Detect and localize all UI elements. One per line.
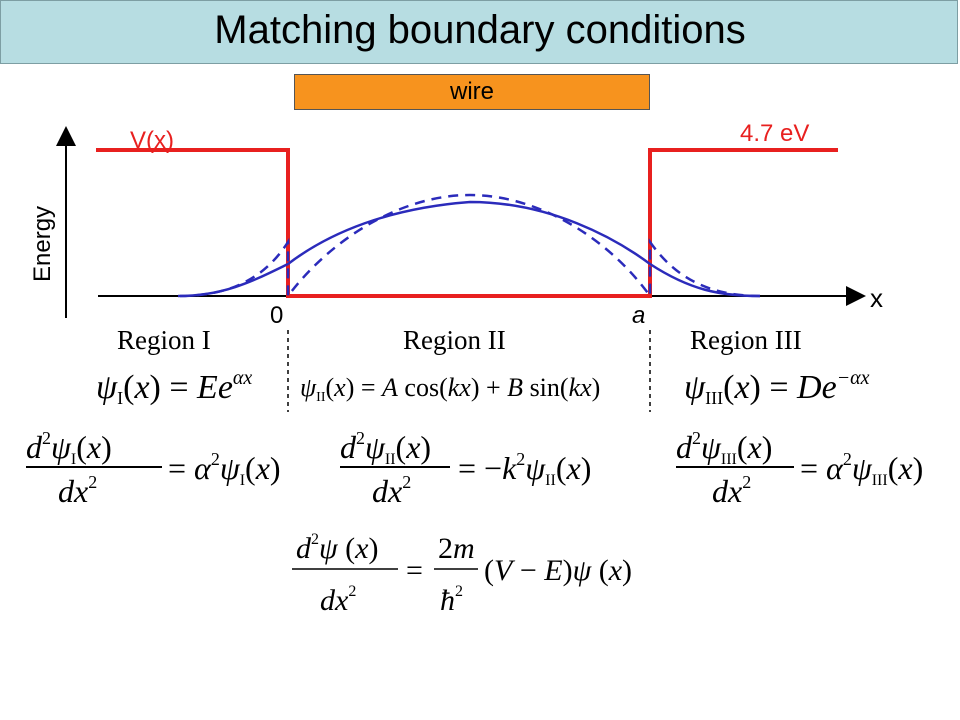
svg-text:d2ψ (x): d2ψ (x)	[296, 531, 378, 565]
potential-well-line	[96, 148, 838, 298]
svg-text:= −k2ψII(x): = −k2ψII(x)	[458, 449, 591, 489]
width-a-label: a	[632, 302, 645, 329]
svg-text:d2ψI(x): d2ψI(x)	[26, 428, 112, 468]
page-title: Matching boundary conditions	[214, 8, 746, 52]
energy-axis-label: Energy	[29, 206, 56, 282]
svg-text:=: =	[406, 554, 423, 587]
svg-text:= α2ψIII(x): = α2ψIII(x)	[800, 449, 923, 489]
svg-text:dx2: dx2	[372, 472, 411, 509]
barrier-height-label: 4.7 eV	[740, 120, 809, 147]
svg-text:(V − E)ψ (x): (V − E)ψ (x)	[484, 554, 632, 587]
schrodinger-equation: d2ψ (x) dx2 = 2m ħ2 (V − E)ψ (x)	[292, 531, 632, 617]
differential-equation-region-2: d2ψII(x) dx2 = −k2ψII(x)	[340, 428, 591, 509]
region-label-3: Region III	[690, 325, 802, 355]
wire-label: wire	[294, 74, 650, 110]
equation-psi-region-2: ψII(x) = A cos(kx) + B sin(kx)	[300, 373, 600, 405]
svg-text:dx2: dx2	[712, 472, 751, 509]
region-label-2: Region II	[403, 325, 506, 355]
potential-label: V(x)	[130, 127, 174, 154]
region-label-1: Region I	[117, 325, 211, 355]
equation-psi-region-1: ψI(x) = Eeαx	[96, 367, 252, 408]
svg-text:= α2ψI(x): = α2ψI(x)	[168, 449, 281, 489]
svg-text:dx2: dx2	[320, 583, 356, 617]
origin-label: 0	[270, 302, 283, 329]
equation-psi-region-3: ψIII(x) = De−αx	[684, 367, 870, 408]
svg-text:dx2: dx2	[58, 472, 97, 509]
svg-text:ħ2: ħ2	[440, 583, 463, 617]
differential-equation-region-1: d2ψI(x) dx2 = α2ψI(x)	[26, 428, 281, 509]
svg-text:d2ψIII(x): d2ψIII(x)	[676, 428, 772, 468]
wavefunction-solid-curve	[177, 200, 761, 298]
svg-text:2m: 2m	[438, 532, 475, 565]
svg-text:d2ψII(x): d2ψII(x)	[340, 428, 431, 468]
x-axis-label: x	[870, 283, 883, 313]
wavefunction-dashed-curve	[179, 193, 761, 300]
title-bar	[0, 0, 958, 64]
differential-equation-region-3: d2ψIII(x) dx2 = α2ψIII(x)	[676, 428, 923, 509]
